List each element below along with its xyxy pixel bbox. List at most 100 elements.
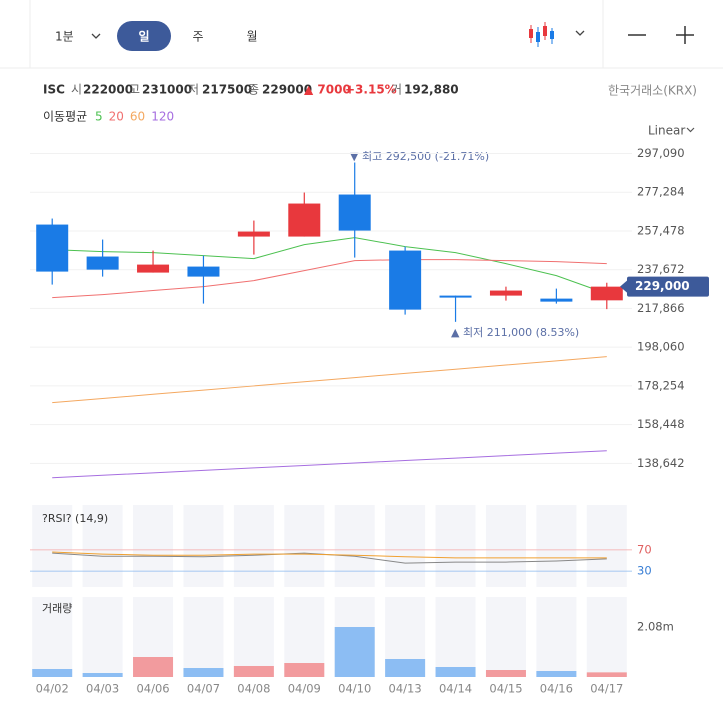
candle-body	[590, 286, 623, 301]
x-tick-label: 04/09	[288, 682, 321, 696]
volume-bar	[536, 670, 577, 677]
column-bg	[82, 597, 123, 677]
column-bg	[485, 505, 526, 587]
candle-body	[288, 203, 321, 237]
volume-bar	[133, 657, 174, 677]
volume-bar	[284, 663, 325, 677]
volume-bar	[82, 673, 123, 677]
y-tick-label: 217,866	[637, 301, 685, 315]
x-tick-label: 04/14	[439, 682, 472, 696]
legend-entry: 120	[151, 110, 174, 124]
interval-button[interactable]: 월	[246, 30, 257, 44]
chart-type-icon[interactable]	[529, 22, 554, 47]
column-bg	[485, 597, 526, 677]
candle-body	[137, 264, 170, 273]
panel-title: 거래량	[42, 602, 72, 615]
y-tick-label: 70	[637, 542, 652, 556]
y-tick-label: 30	[637, 564, 652, 578]
candle-body	[540, 298, 573, 302]
x-tick-label: 04/13	[389, 682, 422, 696]
y-tick-label: 257,478	[637, 223, 685, 237]
y-tick-label: 277,284	[637, 185, 685, 199]
rsi-line	[52, 551, 607, 559]
interval-button[interactable]: 1분	[55, 30, 74, 44]
interval-button[interactable]: 주	[192, 30, 203, 44]
volume-bar	[233, 665, 274, 677]
field-label: 고	[129, 83, 140, 97]
candle-body	[489, 290, 522, 296]
zoom-in-button[interactable]	[676, 26, 694, 44]
candle-body	[389, 250, 422, 310]
column-bg	[32, 597, 73, 677]
panel-title: ?RSI? (14,9)	[42, 512, 108, 525]
symbol: ISC	[43, 83, 65, 97]
x-tick-label: 04/17	[590, 682, 623, 696]
ma-label: 이동평균	[43, 110, 87, 124]
volume-bar	[32, 668, 73, 677]
change: ▲ 7000	[304, 83, 351, 97]
field-value: 192,880	[404, 83, 459, 97]
x-tick-label: 04/03	[86, 682, 119, 696]
y-tick-label: 158,448	[637, 417, 685, 431]
ma-line	[52, 450, 607, 479]
high-annotation: ▼ 최고 292,500 (-21.71%)	[350, 150, 489, 163]
ma-line	[52, 356, 607, 404]
candle-body	[36, 224, 69, 272]
field-label: 시	[71, 83, 82, 97]
candle-body	[237, 231, 270, 237]
field-value: 231000	[142, 83, 192, 97]
legend-entry: 20	[109, 110, 124, 124]
column-bg	[435, 597, 476, 677]
y-tick-label: 237,672	[637, 262, 685, 276]
column-bg	[536, 597, 577, 677]
x-tick-label: 04/15	[489, 682, 522, 696]
candle-body	[86, 256, 119, 270]
last-price-label: 229,000	[635, 279, 690, 293]
candle-body	[187, 266, 220, 277]
field-value: 229000	[262, 83, 312, 97]
column-bg	[233, 505, 274, 587]
column-bg	[536, 505, 577, 587]
volume-bar	[586, 672, 627, 677]
dropdown-icon[interactable]	[575, 30, 585, 36]
last-price-tag	[627, 276, 709, 297]
field-value: 217500	[202, 83, 252, 97]
column-bg	[284, 505, 325, 587]
dropdown-icon[interactable]	[91, 33, 101, 39]
volume-bar	[183, 668, 224, 677]
column-bg	[435, 505, 476, 587]
ma-line	[52, 237, 607, 295]
column-bg	[385, 505, 426, 587]
dropdown-icon[interactable]	[686, 127, 695, 133]
candle-body	[439, 295, 472, 298]
column-bg	[233, 597, 274, 677]
column-bg	[183, 597, 224, 677]
legend-entry: 5	[95, 110, 103, 124]
change-pct: +3.15%	[345, 83, 397, 97]
column-bg	[133, 505, 174, 587]
y-tick-label: 2.08m	[637, 620, 674, 634]
volume-bar	[334, 627, 375, 677]
x-tick-label: 04/02	[36, 682, 69, 696]
y-tick-label: 138,642	[637, 456, 685, 470]
field-value: 222000	[83, 83, 133, 97]
column-bg	[82, 505, 123, 587]
x-tick-label: 04/06	[136, 682, 169, 696]
ma-line	[52, 259, 607, 299]
exchange: 한국거래소(KRX)	[608, 84, 697, 98]
field-label: 거	[391, 83, 402, 97]
x-tick-label: 04/07	[187, 682, 220, 696]
volume-bar	[435, 667, 476, 677]
y-tick-label: 178,254	[637, 378, 685, 392]
interval-button[interactable]: 일	[138, 30, 149, 44]
candle-body	[338, 194, 371, 231]
column-bg	[334, 505, 375, 587]
low-annotation: ▲ 최저 211,000 (8.53%)	[451, 326, 579, 339]
field-label: 종	[248, 83, 259, 97]
last-price-arrow	[620, 280, 627, 293]
scale-mode[interactable]: Linear	[648, 124, 685, 138]
column-bg	[586, 597, 627, 677]
x-tick-label: 04/10	[338, 682, 371, 696]
volume-bar	[385, 658, 426, 677]
